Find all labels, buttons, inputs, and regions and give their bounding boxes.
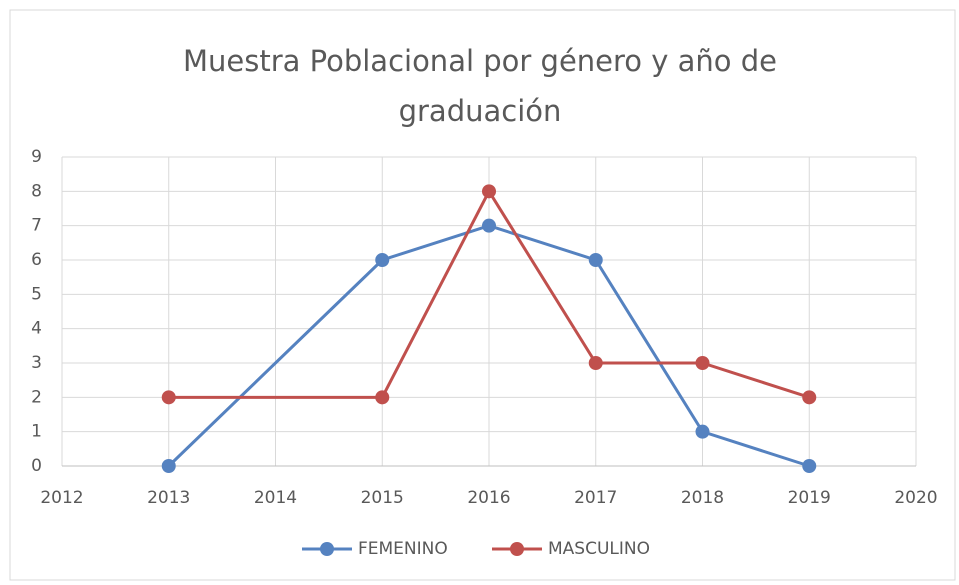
y-tick-label: 3 <box>31 353 42 373</box>
data-point <box>695 356 710 370</box>
data-point <box>161 459 176 473</box>
x-tick-label: 2012 <box>40 488 83 508</box>
y-tick-label: 2 <box>31 387 42 407</box>
data-point <box>375 253 390 267</box>
y-tick-label: 4 <box>31 319 42 339</box>
x-tick-label: 2016 <box>467 488 510 508</box>
y-tick-label: 9 <box>31 147 42 167</box>
legend-marker <box>320 542 334 556</box>
data-point <box>802 390 817 405</box>
y-tick-label: 8 <box>31 181 42 201</box>
x-tick-label: 2017 <box>574 488 617 508</box>
x-tick-label: 2020 <box>894 488 937 508</box>
x-tick-label: 2019 <box>788 488 831 508</box>
series-line <box>168 188 810 399</box>
data-point <box>802 459 817 473</box>
chart-frame <box>9 9 956 581</box>
data-point <box>588 356 603 370</box>
y-tick-label: 6 <box>31 250 42 270</box>
y-tick-label: 5 <box>31 284 42 304</box>
data-point <box>161 390 176 405</box>
x-tick-label: 2013 <box>147 488 190 508</box>
data-point <box>482 184 496 199</box>
series-line <box>167 224 810 468</box>
legend-label: MASCULINO <box>548 539 650 559</box>
y-tick-label: 1 <box>31 422 42 442</box>
data-point <box>695 424 710 439</box>
x-tick-label: 2018 <box>681 488 724 508</box>
x-tick-label: 2015 <box>361 488 404 508</box>
x-tick-label: 2014 <box>254 488 297 508</box>
legend-marker <box>510 542 524 556</box>
legend-label: FEMENINO <box>358 539 448 559</box>
y-tick-label: 0 <box>31 456 42 476</box>
data-point <box>588 253 603 267</box>
data-point <box>482 218 496 233</box>
y-tick-label: 7 <box>31 216 42 236</box>
data-point <box>375 390 390 405</box>
chart-title: Muestra Poblacional por género y año de … <box>183 44 777 128</box>
